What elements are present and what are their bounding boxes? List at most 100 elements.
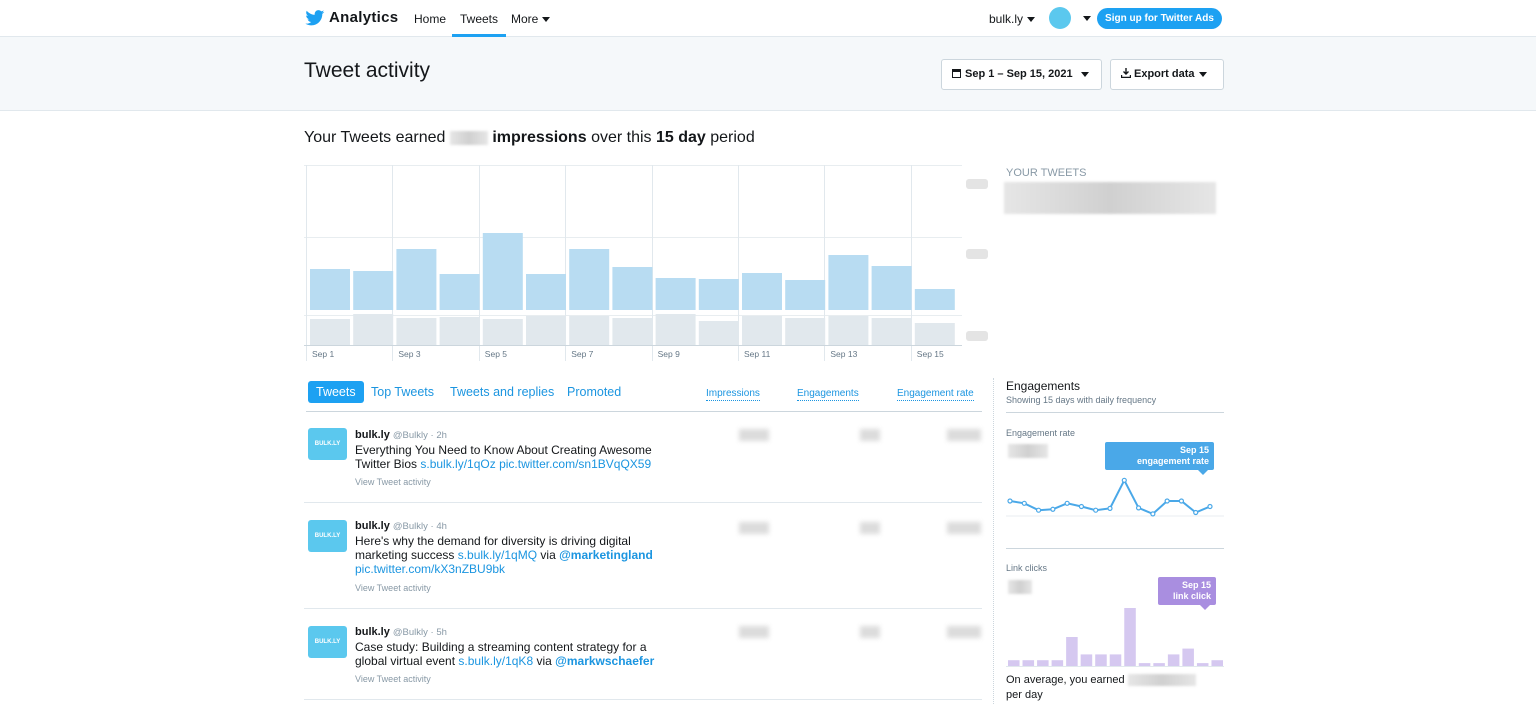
avatar[interactable]: BULK.LY (308, 520, 347, 552)
tweet-author-handle: @Bulkly (392, 627, 428, 638)
engagement-rate-point (1164, 498, 1170, 504)
impressions-bar (785, 280, 826, 310)
account-switcher[interactable]: bulk.ly (989, 12, 1036, 26)
sign-up-ads-button[interactable]: Sign up for Twitter Ads (1097, 8, 1222, 29)
tweet-author-name[interactable]: bulk.ly (355, 429, 390, 441)
column-impressions[interactable]: Impressions (706, 388, 760, 401)
tweet-pic-link[interactable]: pic.twitter.com/sn1BVqQX59 (499, 457, 652, 471)
avatar[interactable]: BULK.LY (308, 428, 347, 460)
redacted-tweet-count (1004, 182, 1216, 214)
page-title: Tweet activity (304, 59, 431, 82)
chevron-down-icon (1080, 71, 1089, 77)
tweet-tabs: Tweets Top Tweets Tweets and replies Pro… (306, 380, 982, 412)
tweet-link[interactable]: s.bulk.ly/1qK8 (458, 654, 534, 668)
engagements-bar (569, 316, 610, 345)
impressions-bar (526, 274, 566, 310)
engagement-rate-point (1035, 507, 1042, 513)
engagement-rate-point (1121, 477, 1127, 483)
engagement-rate-point (1064, 500, 1070, 506)
redacted-impressions (739, 522, 769, 534)
engagements-bar (612, 318, 653, 345)
x-tick-label: Sep 5 (485, 349, 507, 359)
tooltip-date: Sep 15 (1179, 445, 1209, 455)
engagement-rate-line-chart (1006, 477, 1224, 517)
nav-more-label: More (511, 12, 539, 26)
tweet-link[interactable]: s.bulk.ly/1qMQ (457, 548, 538, 562)
tweet-link[interactable]: s.bulk.ly/1qOz (420, 457, 496, 471)
tweet-header: bulk.ly @Bulkly · 2h (355, 429, 447, 441)
impressions-bar (310, 269, 350, 310)
engagements-subtitle: Showing 15 days with daily frequency (1006, 395, 1157, 405)
export-data-button[interactable]: Export data (1110, 59, 1224, 90)
tweet-separator: · (427, 627, 437, 638)
engagement-rate-point (1078, 503, 1085, 510)
x-tick-label: Sep 15 (917, 349, 944, 359)
link-clicks-bar (1167, 654, 1180, 666)
impressions-bar (914, 289, 955, 310)
link-clicks-tooltip: Sep 15 link click (1158, 577, 1216, 610)
engagements-bar (914, 323, 955, 345)
view-tweet-activity-link[interactable]: View Tweet activity (355, 674, 431, 684)
table-row[interactable]: BULK.LY bulk.ly @Bulkly · 5h Case study:… (304, 609, 982, 700)
tweet-author-name[interactable]: bulk.ly (355, 626, 390, 638)
engagement-rate-point (1093, 507, 1099, 513)
tweet-mention[interactable]: @markwschaefer (555, 654, 655, 668)
tab-tweets-and-replies[interactable]: Tweets and replies (450, 385, 555, 399)
tweet-header: bulk.ly @Bulkly · 4h (355, 520, 447, 532)
link-clicks-bar (1066, 637, 1078, 666)
table-row[interactable]: BULK.LY bulk.ly @Bulkly · 2h Everything … (304, 420, 982, 503)
engagements-bar (353, 314, 394, 345)
redacted-axis-label (966, 249, 988, 259)
redacted-engagement-rate (947, 429, 981, 441)
column-engagement-rate[interactable]: Engagement rate (897, 388, 974, 401)
avatar[interactable]: BULK.LY (308, 626, 347, 658)
tweet-time: 4h (436, 521, 447, 532)
tweet-mention[interactable]: @marketingland (559, 548, 653, 562)
redacted-engagements (860, 429, 880, 441)
twitter-bird-icon[interactable] (305, 10, 325, 26)
tweet-text: Everything You Need to Know About Creati… (355, 443, 670, 471)
avatar[interactable] (1049, 7, 1071, 29)
your-tweets-label: YOUR TWEETS (1006, 167, 1087, 179)
link-clicks-bar (1051, 660, 1064, 666)
link-clicks-bar (1182, 648, 1194, 666)
table-row[interactable]: BULK.LY bulk.ly @Bulkly · 4h Here's why … (304, 503, 982, 609)
tweet-pic-link[interactable]: pic.twitter.com/kX3nZBU9bk (355, 562, 506, 576)
redacted-engagements (860, 522, 880, 534)
link-clicks-bar (1080, 654, 1093, 666)
nav-home[interactable]: Home (414, 12, 447, 26)
view-tweet-activity-link[interactable]: View Tweet activity (355, 477, 431, 487)
engagements-bar (396, 318, 437, 345)
column-engagements[interactable]: Engagements (797, 388, 859, 401)
date-range-button[interactable]: Sep 1 – Sep 15, 2021 (941, 59, 1102, 90)
impressions-bar (742, 273, 782, 310)
engagements-bar (439, 317, 480, 345)
engagements-bar (482, 319, 523, 345)
tab-promoted[interactable]: Promoted (567, 385, 622, 399)
impressions-summary: Your Tweets earned impressions over this… (304, 129, 755, 147)
engagement-rate-point (1193, 509, 1199, 516)
redacted-engagements (860, 626, 880, 638)
chevron-down-icon (1027, 17, 1036, 23)
tweet-via: via (536, 654, 552, 668)
top-nav: Analytics Home Tweets More bulk.ly Sign … (0, 0, 1536, 37)
summary-impressions: impressions (492, 129, 587, 146)
nav-tweets[interactable]: Tweets (452, 12, 507, 37)
view-tweet-activity-link[interactable]: View Tweet activity (355, 583, 431, 593)
engagement-rate-point (1207, 503, 1213, 510)
link-clicks-bar (1022, 660, 1035, 666)
link-clicks-bar (1124, 608, 1136, 666)
tweet-body: Case study: Building a streaming content… (355, 640, 647, 668)
nav-more[interactable]: More (511, 12, 551, 26)
analytics-brand[interactable]: Analytics (329, 9, 399, 26)
tab-tweets[interactable]: Tweets (308, 381, 364, 403)
impressions-bar (482, 233, 523, 310)
tab-top-tweets[interactable]: Top Tweets (371, 385, 435, 399)
tweet-body: Everything You Need to Know About Creati… (355, 443, 652, 471)
impressions-bar (439, 274, 480, 310)
page-header: Tweet activity Sep 1 – Sep 15, 2021 Expo… (0, 37, 1536, 111)
chevron-down-icon[interactable] (1083, 16, 1091, 21)
download-icon (1121, 68, 1131, 78)
tweet-text: Case study: Building a streaming content… (355, 640, 670, 668)
tweet-author-name[interactable]: bulk.ly (355, 520, 390, 532)
